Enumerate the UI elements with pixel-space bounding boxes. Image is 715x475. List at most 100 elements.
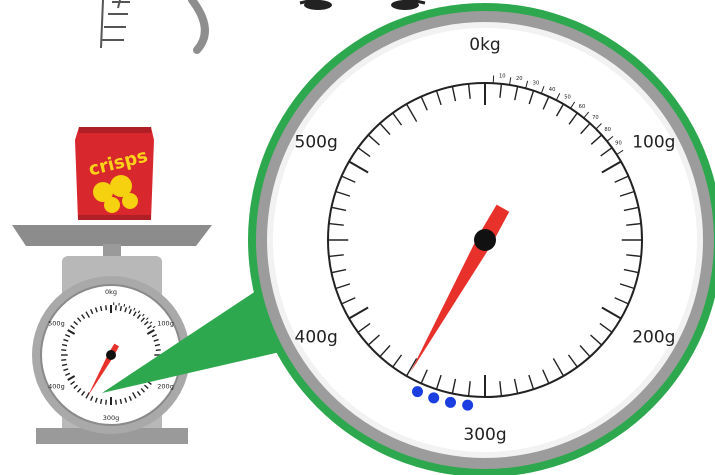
dial-subtick: [570, 101, 576, 109]
dial-tick: [599, 322, 613, 333]
dial-tick: [119, 398, 123, 405]
dial-tick: [555, 103, 565, 117]
dial-tick: [151, 334, 157, 338]
dial-label-major: 300g: [103, 414, 120, 422]
dial-tick: [61, 359, 67, 361]
dial-tick: [513, 378, 519, 394]
dial-tick: [367, 134, 380, 146]
needle-hub: [106, 350, 116, 360]
dial-tick: [155, 349, 161, 351]
dial-tick: [619, 283, 635, 290]
dial-ticks-and-labels: 0kg 100g 200g 300g 400g 500g 10 20 30 40 50 60 70 80 9…: [295, 35, 676, 445]
dial-subtick: [133, 307, 136, 311]
dial-tick: [119, 305, 123, 312]
dial-tick: [331, 268, 347, 274]
magnified-dial: 0kg 100g 200g 300g 400g 500g 10 20 30 40 50 60 70 80 9…: [248, 3, 715, 475]
dial-tick: [528, 90, 535, 105]
dial-subtick: [137, 310, 141, 314]
dial-tick: [128, 309, 132, 315]
dial-tick: [153, 338, 159, 342]
dial-tick: [626, 254, 642, 258]
dial-tick: [99, 305, 103, 312]
dial-tick: [124, 397, 128, 403]
dial-tick: [590, 334, 603, 346]
marker-dot: [462, 399, 474, 411]
dial-tick: [367, 334, 380, 346]
dial-tick: [77, 317, 82, 323]
dial-tick: [146, 329, 155, 335]
scale-base: [36, 428, 188, 444]
crisp-chip: [110, 175, 132, 197]
dial-tick: [614, 175, 629, 183]
dial-subtick: [509, 77, 512, 86]
dial-label-fine: 90: [615, 141, 622, 147]
marker-dot: [428, 392, 440, 404]
dial-tick: [90, 309, 94, 315]
kitchen-scale: 0kg 100g 200g 300g 400g 500g: [12, 225, 212, 444]
dial-tick: [61, 363, 68, 367]
dial-tick: [357, 322, 371, 333]
crisps-packet: crisps: [75, 127, 154, 220]
dial-tick: [341, 297, 356, 305]
dial-subtick: [595, 123, 602, 130]
dial-label-major: 400g: [295, 328, 338, 348]
dial-tick: [67, 375, 76, 381]
dial-tick: [601, 160, 622, 174]
dial-tick: [77, 387, 82, 393]
dial-tick: [136, 390, 141, 396]
dial-tick: [99, 398, 103, 405]
dial-tick: [94, 307, 98, 313]
dial-tick: [528, 374, 535, 390]
dial-tick: [420, 96, 428, 111]
dial-tick: [70, 380, 76, 385]
dial-tick: [451, 86, 457, 102]
dial-subtick: [583, 111, 590, 119]
dial-tick: [552, 358, 565, 377]
dial-tick: [614, 297, 629, 305]
dial-label-fine: 80: [604, 127, 611, 133]
dial-tick: [70, 325, 76, 330]
dial-label-major: 100g: [632, 133, 675, 153]
dial-tick: [600, 147, 613, 157]
dial-tick: [467, 83, 471, 99]
dial-tick: [328, 222, 344, 226]
dial-label-major: 200g: [157, 383, 174, 391]
dial-tick: [85, 311, 90, 318]
crisp-chip: [104, 197, 120, 213]
dial-tick: [623, 206, 639, 212]
dial-tick: [335, 283, 351, 290]
dial-label-major: 500g: [295, 133, 338, 153]
dial-tick: [143, 384, 149, 389]
dial-tick: [73, 384, 79, 389]
dial-tick: [63, 368, 69, 372]
scale-pan: [12, 225, 212, 246]
dial-tick: [590, 134, 603, 145]
dial-tick: [81, 390, 86, 396]
dial-tick: [499, 381, 503, 397]
dial-label-fine: 10: [499, 73, 506, 79]
dial-tick: [348, 160, 369, 174]
dial-tick: [405, 103, 418, 122]
dial-tick: [136, 314, 141, 320]
dial-tick: [61, 343, 68, 347]
dial-subtick: [123, 303, 126, 307]
dial-label-fine: 40: [549, 87, 556, 93]
dial-tick: [568, 112, 578, 125]
dial-subtick: [606, 135, 614, 142]
dial-subtick: [149, 321, 153, 324]
dial-tick: [128, 395, 132, 401]
dial-tick: [140, 387, 145, 393]
dial-tick: [67, 329, 76, 335]
dial-subtick: [616, 149, 624, 155]
crisp-chip: [93, 182, 113, 202]
dial-subtick: [128, 305, 131, 309]
dial-tick: [435, 90, 442, 106]
marker-dot: [411, 386, 423, 398]
dial-tick: [341, 175, 356, 183]
dial-tick: [392, 354, 403, 368]
dial-tick: [514, 86, 519, 101]
dial-label-major: 0kg: [105, 288, 117, 296]
dial-label-fine: 50: [564, 95, 571, 101]
marker-dot: [444, 396, 456, 408]
